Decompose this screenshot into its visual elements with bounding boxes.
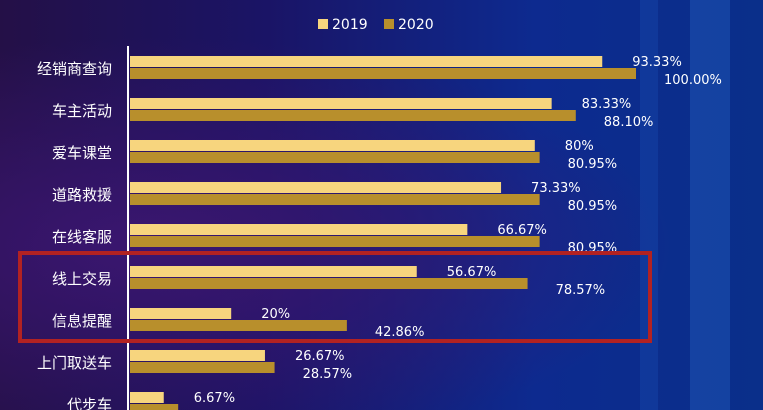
bar-2019 xyxy=(130,266,417,277)
bar-2020 xyxy=(130,152,540,163)
data-label-2019: 56.67% xyxy=(447,265,497,280)
bar-2020 xyxy=(130,68,636,79)
category-label: 代步车 xyxy=(67,396,112,410)
bar-2020 xyxy=(130,194,540,205)
category-label: 信息提醒 xyxy=(52,312,112,330)
legend-label-2020: 2020 xyxy=(398,17,434,33)
data-label-2020: 80.95% xyxy=(568,157,618,172)
data-label-2020: 100.00% xyxy=(664,73,722,88)
data-label-2020: 42.86% xyxy=(375,325,425,340)
data-label-2019: 83.33% xyxy=(582,97,632,112)
bar-2019 xyxy=(130,140,535,151)
category-label: 道路救援 xyxy=(52,186,112,204)
data-label-2019: 80% xyxy=(565,139,594,154)
category-label: 经销商查询 xyxy=(37,60,112,78)
data-label-2020: 88.10% xyxy=(604,115,654,130)
chart-legend: 2019 2020 xyxy=(318,17,434,33)
highlight-box xyxy=(18,251,652,343)
bar-2019 xyxy=(130,392,164,403)
category-label: 车主活动 xyxy=(52,102,112,120)
data-label-2020: 80.95% xyxy=(568,199,618,214)
category-label: 爱车课堂 xyxy=(52,144,112,162)
data-label-2019: 66.67% xyxy=(497,223,547,238)
background-band xyxy=(690,0,730,410)
data-label-2019: 93.33% xyxy=(632,55,682,70)
data-label-2020: 28.57% xyxy=(303,367,353,382)
background-band xyxy=(640,0,658,410)
bar-2019 xyxy=(130,56,603,67)
data-label-2020: 78.57% xyxy=(556,283,606,298)
bar-2020 xyxy=(130,362,275,373)
data-label-2019: 6.67% xyxy=(194,391,235,406)
bar-2020 xyxy=(130,110,576,121)
data-label-2019: 73.33% xyxy=(531,181,581,196)
bar-2019 xyxy=(130,98,552,109)
data-label-2019: 20% xyxy=(261,307,290,322)
bar-2020 xyxy=(130,278,528,289)
category-label: 在线客服 xyxy=(52,228,112,246)
bar-2020 xyxy=(130,404,179,410)
data-label-2019: 26.67% xyxy=(295,349,345,364)
bar-2019 xyxy=(130,350,265,361)
category-label: 线上交易 xyxy=(52,270,112,288)
bar-2020 xyxy=(130,320,347,331)
legend-swatch-2020 xyxy=(384,19,394,29)
category-label: 上门取送车 xyxy=(37,354,112,372)
chart-marks: 经销商查询 93.33% 100.00% 车主活动 83.33% 88.10% 爱车课堂 80… xyxy=(37,55,722,410)
legend-swatch-2019 xyxy=(318,19,328,29)
bar-2020 xyxy=(130,236,540,247)
bar-2019 xyxy=(130,182,502,193)
bar-2019 xyxy=(130,308,232,319)
legend-label-2019: 2019 xyxy=(332,17,368,33)
bar-2019 xyxy=(130,224,468,235)
